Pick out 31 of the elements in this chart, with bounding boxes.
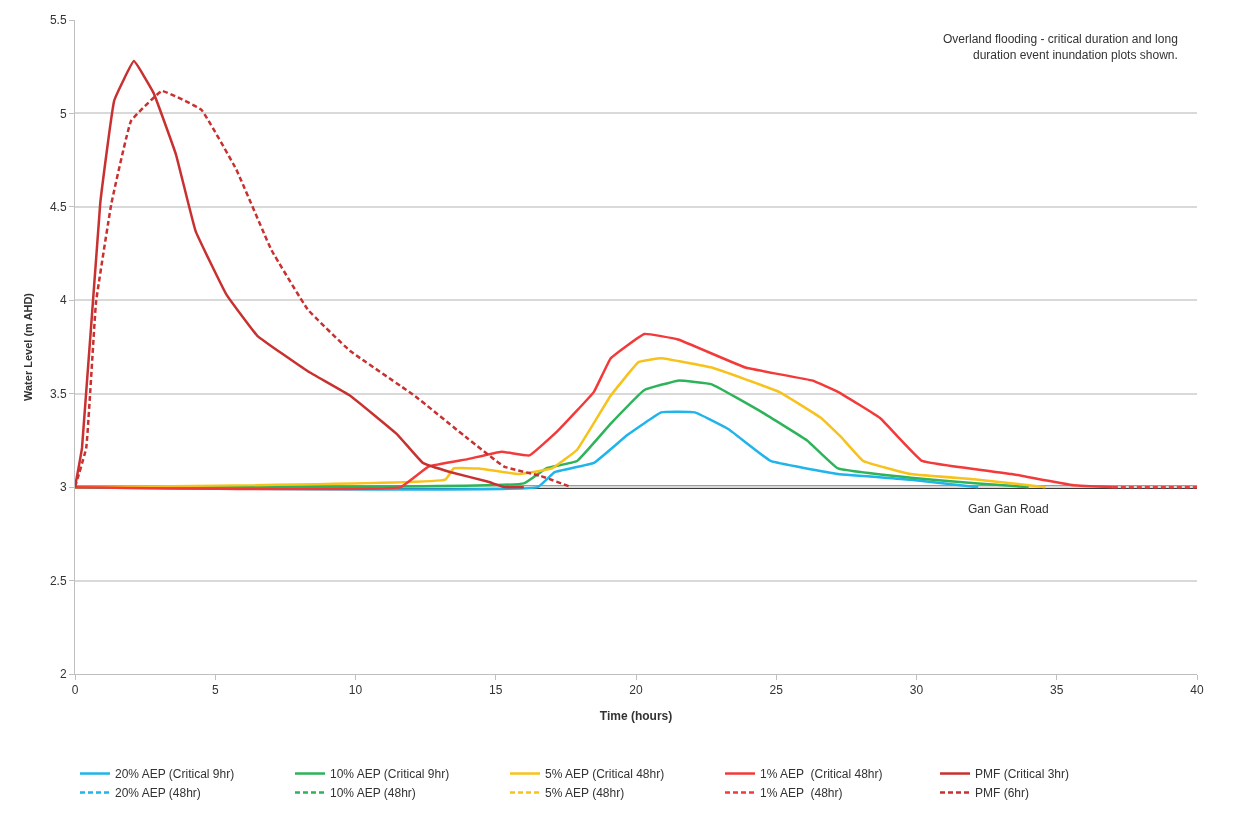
x-tick-label: 15 [489, 683, 503, 698]
legend-label: 20% AEP (48hr) [115, 786, 201, 801]
x-tick-label: 30 [909, 683, 924, 698]
y-tick-label: 2.5 [49, 573, 67, 588]
legend-label: 1% AEP (Critical 48hr) [760, 767, 883, 782]
x-tick-label: 5 [211, 683, 219, 698]
y-tick-label: 4.5 [49, 200, 67, 215]
y-tick-label: 3 [59, 480, 67, 495]
legend-label: PMF (Critical 3hr) [975, 767, 1070, 782]
x-axis-title: Time (hours) [599, 709, 673, 724]
x-tick-label: 20 [629, 683, 643, 698]
legend-label: 1% AEP (48hr) [760, 786, 843, 801]
legend-label: 5% AEP (48hr) [545, 786, 625, 801]
x-tick-label: 10 [348, 683, 363, 698]
y-tick-label: 5.5 [49, 13, 67, 28]
legend-label: 10% AEP (48hr) [330, 786, 416, 801]
y-axis-title: Water Level (m AHD) [21, 292, 34, 401]
annotation: Overland flooding - critical duration and long duration event inundation plots shown. [943, 32, 1178, 62]
y-tick-label: 4 [59, 293, 67, 308]
legend-label: 10% AEP (Critical 9hr) [330, 767, 450, 782]
legend-label: PMF (6hr) [975, 786, 1029, 801]
legend-label: 5% AEP (Critical 48hr) [545, 767, 665, 782]
x-tick-label: 35 [1050, 683, 1064, 698]
x-tick-label: 40 [1190, 683, 1204, 698]
y-tick-label: 5 [59, 106, 67, 121]
legend-label: 20% AEP (Critical 9hr) [115, 767, 235, 782]
ref-line-label: Gan Gan Road [968, 502, 1049, 516]
y-tick-label: 2 [59, 667, 67, 682]
y-tick-label: 3.5 [49, 386, 67, 401]
x-tick-label: 25 [769, 683, 784, 698]
x-tick-label: 0 [71, 683, 79, 698]
